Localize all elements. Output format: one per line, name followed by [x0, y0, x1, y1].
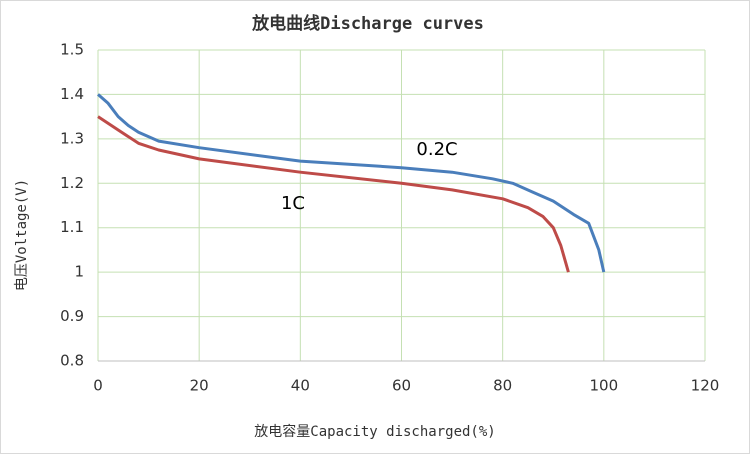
- line-series: [97, 115, 570, 273]
- series-label: 0.2C: [416, 139, 457, 160]
- x-tick-label: 80: [493, 377, 512, 395]
- y-tick-label: 1.3: [60, 129, 84, 147]
- x-tick-label: 60: [392, 377, 411, 395]
- series-label: 1C: [281, 193, 305, 214]
- x-tick-label: 40: [291, 377, 310, 395]
- y-tick-label: 1.1: [60, 218, 84, 236]
- x-tick-label: 20: [190, 377, 209, 395]
- y-tick-label: 1: [74, 263, 84, 281]
- y-tick-label: 0.9: [60, 307, 84, 325]
- y-tick-label: 1.5: [60, 41, 84, 59]
- x-tick-label: 120: [691, 377, 720, 395]
- x-axis-label: 放电容量Capacity discharged(%): [254, 423, 495, 440]
- line-series: [97, 93, 606, 273]
- y-tick-label: 1.4: [60, 85, 84, 103]
- y-tick-label: 1.2: [60, 174, 84, 192]
- y-tick-label: 0.8: [60, 352, 84, 370]
- chart-title: 放电曲线Discharge curves: [251, 13, 484, 34]
- y-axis-label: 电压Voltage(V): [14, 179, 30, 291]
- x-tick-label: 100: [590, 377, 619, 395]
- x-tick-label: 0: [93, 377, 103, 395]
